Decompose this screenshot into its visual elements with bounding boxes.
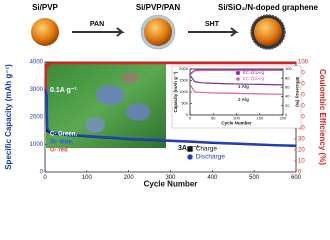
- annotation: 3A g⁻¹: [178, 145, 200, 152]
- annotation: Si- blue,: [50, 140, 74, 146]
- x-axis-label: Cycle Number: [144, 180, 198, 189]
- series-line: [189, 84, 284, 95]
- x-tick-label: 50: [211, 116, 216, 121]
- y2-tick-label: 0: [298, 170, 302, 176]
- annotation: 1 A/g: [238, 84, 249, 89]
- y2-axis-label: Efficiency (%): [295, 77, 300, 107]
- legend-marker: [236, 77, 240, 81]
- series-line: [190, 69, 283, 75]
- chart: 0 100 200 300 400 500 600010002000300040000102…: [4, 60, 327, 189]
- y2-tick-label: 70: [298, 93, 305, 99]
- step-label: PAN: [90, 21, 104, 28]
- y-tick-label: 0: [40, 170, 44, 176]
- y-axis-label: Specific Capacity (mAh g⁻¹): [4, 64, 13, 170]
- o-region: [122, 72, 138, 84]
- x-axis-label: Cycle Number: [221, 121, 252, 126]
- legend-marker: [187, 146, 193, 152]
- particle: [31, 18, 59, 46]
- annotation: O- red: [50, 148, 68, 154]
- legend-marker: [187, 154, 193, 160]
- stage-label: Si/SiO₂/N-doped graphene: [218, 3, 319, 12]
- y2-tick-label: 100: [285, 66, 292, 71]
- x-tick-label: 150: [256, 116, 263, 121]
- y2-tick-label: 80: [298, 82, 305, 88]
- y2-tick-label: 50: [298, 115, 305, 121]
- stage-label: Si/PVP/PAN: [136, 3, 181, 12]
- x-tick-label: 100: [82, 175, 93, 181]
- si-region: [85, 117, 105, 133]
- x-tick-label: 600: [291, 175, 302, 181]
- y2-axis-label: Coulombic Efficiency (%): [318, 69, 327, 165]
- y2-tick-label: 40: [298, 126, 305, 132]
- series-line: [44, 62, 296, 90]
- legend-label: EC @1A/g: [243, 70, 265, 75]
- stage-label: Si/PVP: [32, 3, 58, 12]
- y-tick-label: 1000: [30, 142, 44, 148]
- figure: Si/PVP Si/PVP/PAN Si/SiO₂/N-doped graphe…: [4, 3, 327, 189]
- y2-tick-label: 30: [298, 137, 305, 143]
- x-tick-label: 500: [249, 175, 260, 181]
- y2-tick-label: 20: [298, 148, 305, 154]
- y2-tick-label: 10: [298, 159, 305, 165]
- annotation: C- Green,: [50, 132, 77, 138]
- arrow: [188, 27, 239, 37]
- series-line: [44, 78, 297, 147]
- x-tick-label: 0: [189, 116, 192, 121]
- y2-tick-label: 60: [298, 104, 305, 110]
- x-tick-label: 100: [233, 116, 240, 121]
- legend-label: Charge: [196, 146, 218, 153]
- coated-particle: [144, 18, 172, 46]
- annotation: 2 A/g: [238, 97, 249, 102]
- y2-tick-label: 100: [298, 60, 309, 66]
- y-tick-label: 1500: [179, 78, 189, 83]
- step-label: SHT: [205, 21, 220, 28]
- legend-label: Discharge: [196, 154, 226, 161]
- y-tick-label: 3000: [30, 87, 44, 93]
- x-tick-label: 0: [43, 175, 47, 181]
- inset-background: [171, 65, 302, 129]
- x-tick-label: 200: [280, 116, 287, 121]
- chart: 0 50 100 150 2000500100015002000020406080100…: [171, 65, 302, 129]
- core-particle: [254, 18, 282, 46]
- x-tick-label: 400: [207, 175, 218, 181]
- legend-label: EC @2A/g: [243, 76, 265, 81]
- x-tick-label: 200: [124, 175, 135, 181]
- y-tick-label: 0: [186, 112, 189, 117]
- y2-tick-label: 0: [285, 112, 288, 117]
- y-axis-label: Capacity (mAh g⁻¹): [173, 71, 178, 112]
- y-tick-label: 2000: [30, 115, 44, 121]
- y2-tick-label: 20: [285, 103, 290, 108]
- y2-tick-label: 80: [285, 75, 290, 80]
- si-region: [96, 85, 124, 105]
- si-region: [126, 103, 150, 121]
- y2-tick-label: 60: [285, 84, 290, 89]
- series-line: [189, 75, 284, 86]
- y-tick-label: 2000: [179, 66, 189, 71]
- arrow: [72, 27, 125, 37]
- y-tick-label: 500: [181, 101, 188, 106]
- x-tick-label: 300: [165, 175, 176, 181]
- annotation: 0.1A g⁻¹: [50, 87, 77, 94]
- schematic: Si/PVP Si/PVP/PAN Si/SiO₂/N-doped graphe…: [31, 3, 319, 50]
- y-tick-label: 1000: [179, 89, 189, 94]
- y-tick-label: 4000: [30, 60, 44, 66]
- legend-marker: [236, 71, 240, 75]
- y2-tick-label: 90: [298, 71, 305, 77]
- y2-tick-label: 40: [285, 94, 290, 99]
